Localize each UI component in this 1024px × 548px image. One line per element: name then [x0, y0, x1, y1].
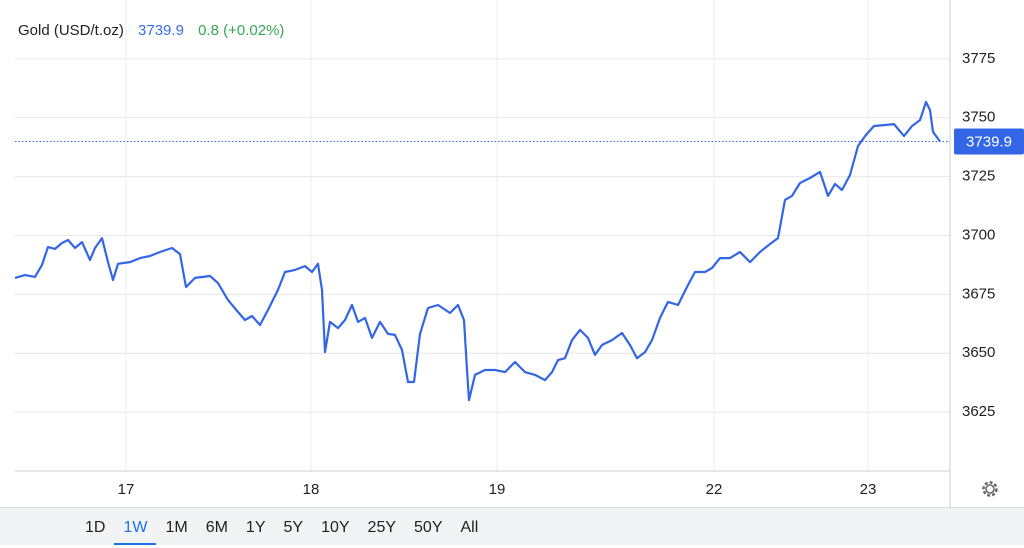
y-tick-label: 3775	[962, 50, 995, 67]
gear-teeth	[982, 481, 998, 497]
chart: 3625 3650 3675 3700 3725 3750 3775 17 18 19 22 23 37…	[14, 0, 1024, 507]
range-button[interactable]: 6M	[205, 519, 228, 536]
range-button[interactable]: 1M	[165, 519, 188, 536]
range-list: 1D 1W 1M 6M 1Y 5Y 10Y 25Y 50Y All	[76, 508, 487, 545]
range-button[interactable]: 1D	[85, 519, 106, 536]
price-line	[14, 100, 941, 402]
chart-title: Gold (USD/t.oz)	[18, 22, 124, 39]
range-button[interactable]: 5Y	[283, 519, 304, 536]
y-tick-label: 3650	[962, 344, 995, 361]
x-tick-label: 23	[860, 481, 877, 498]
x-tick-label: 22	[706, 481, 723, 498]
last-price: 3739.9	[138, 22, 184, 39]
x-tick-label: 18	[303, 481, 320, 498]
header: Gold (USD/t.oz) 3739.9 0.8 (+0.02%)	[18, 22, 294, 39]
range-button[interactable]: 25Y	[367, 519, 397, 536]
x-tick-label: 19	[489, 481, 506, 498]
range-button[interactable]: All	[460, 519, 479, 536]
y-tick-label: 3625	[962, 403, 995, 420]
y-tick-label: 3725	[962, 168, 995, 185]
price-change: 0.8 (+0.02%)	[198, 22, 285, 39]
range-button[interactable]: 1W	[114, 508, 157, 545]
x-tick-label: 17	[118, 481, 135, 498]
y-tick-label: 3675	[962, 285, 995, 302]
y-tick-label: 3750	[962, 109, 995, 126]
range-bar: 1D 1W 1M 6M 1Y 5Y 10Y 25Y 50Y All	[0, 507, 1024, 545]
y-tick-label: 3700	[962, 226, 995, 243]
gear-ring	[985, 484, 995, 494]
settings-icon[interactable]	[982, 481, 998, 497]
last-price-label: 3739.9	[966, 134, 1012, 151]
range-button[interactable]: 50Y	[414, 519, 443, 536]
range-button[interactable]: 10Y	[321, 519, 350, 536]
last-price-tag	[954, 128, 1024, 155]
range-button[interactable]: 1Y	[245, 519, 266, 536]
